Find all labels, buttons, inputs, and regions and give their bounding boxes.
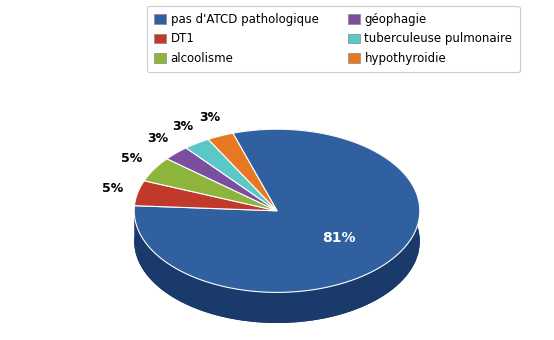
Polygon shape — [135, 181, 277, 211]
Polygon shape — [144, 159, 277, 211]
Polygon shape — [134, 129, 420, 323]
Legend: pas d'ATCD pathologique, DT1, alcoolisme, géophagie, tuberculeuse pulmonaire, hy: pas d'ATCD pathologique, DT1, alcoolisme… — [147, 6, 520, 72]
Text: 3%: 3% — [172, 120, 193, 133]
Polygon shape — [167, 148, 277, 211]
Polygon shape — [144, 159, 167, 211]
Polygon shape — [135, 181, 144, 236]
Text: 81%: 81% — [322, 231, 356, 245]
Polygon shape — [134, 129, 420, 292]
Text: 3%: 3% — [199, 111, 220, 124]
Polygon shape — [208, 133, 277, 211]
Text: 5%: 5% — [121, 152, 142, 165]
Polygon shape — [186, 139, 277, 211]
Ellipse shape — [134, 160, 420, 323]
Text: 5%: 5% — [102, 182, 123, 195]
Text: 3%: 3% — [147, 132, 168, 145]
